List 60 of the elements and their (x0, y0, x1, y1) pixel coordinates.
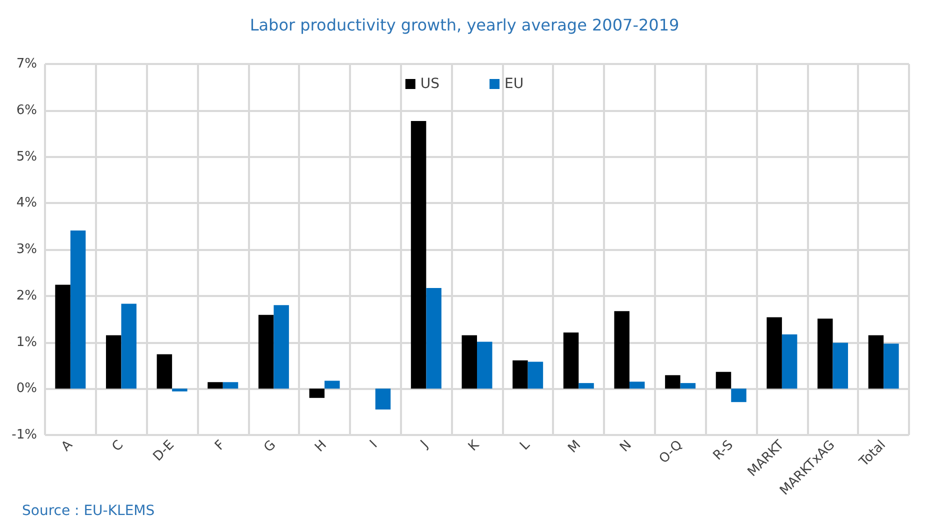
bar (731, 388, 746, 402)
bar (766, 317, 782, 389)
x-tick-label: L (517, 437, 534, 454)
bar (629, 382, 645, 389)
bar (426, 288, 442, 389)
y-tick-label: 2% (16, 288, 37, 304)
bar (375, 388, 391, 410)
y-tick-label: 0% (16, 381, 37, 396)
bar (528, 362, 544, 389)
x-tick-label: H (312, 438, 330, 456)
y-tick-label: 7% (16, 56, 37, 72)
y-tick-label: -1% (12, 428, 37, 442)
source-note: Source : EU-KLEMS (22, 503, 155, 519)
bar (70, 230, 86, 389)
legend-label: EU (504, 76, 524, 92)
bar (274, 305, 289, 389)
x-tick-label: C (110, 438, 127, 455)
bar (884, 344, 899, 389)
chart-title: Labor productivity growth, yearly average 2007-2019 (250, 16, 680, 34)
x-tick-label: F (212, 438, 228, 454)
x-tick-label: G (261, 438, 280, 456)
bar (106, 335, 122, 389)
bar (477, 342, 492, 389)
bar (156, 354, 172, 389)
x-tick-label: N (617, 438, 635, 456)
bar (55, 284, 70, 389)
x-tick-label: A (58, 438, 76, 455)
y-tick-label: 6% (16, 102, 37, 118)
bar (121, 304, 136, 389)
y-tick-label: 3% (16, 242, 37, 257)
x-tick-label: R-S (710, 438, 736, 464)
x-tick-label: M (565, 438, 584, 456)
bar (818, 318, 833, 389)
bar (868, 335, 884, 389)
bar (410, 121, 426, 389)
bar (222, 382, 238, 389)
x-tick-label: K (466, 437, 483, 454)
x-tick-label: J (417, 438, 432, 452)
y-tick-label: 1% (16, 334, 37, 350)
bar (309, 388, 325, 398)
bar (614, 311, 630, 389)
bar (462, 335, 477, 389)
x-tick-label: I (367, 438, 381, 452)
bar (665, 375, 680, 389)
bar (716, 372, 732, 389)
bar (680, 383, 696, 389)
bar (563, 332, 579, 389)
y-tick-label: 4% (16, 196, 37, 211)
bar (782, 334, 798, 389)
y-tick-label: 5% (16, 149, 37, 164)
bar (578, 383, 594, 389)
bar (208, 382, 223, 389)
bar (832, 342, 848, 389)
bar (172, 388, 188, 392)
bar (512, 360, 528, 389)
bar (258, 314, 274, 389)
bar (324, 380, 340, 389)
x-tick-label: O-Q (656, 438, 686, 467)
x-tick-label: D-E (150, 438, 178, 464)
legend-label: US (420, 76, 440, 92)
